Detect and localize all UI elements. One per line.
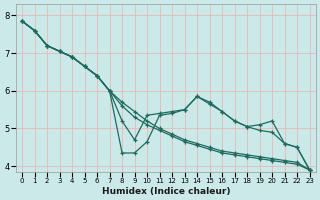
X-axis label: Humidex (Indice chaleur): Humidex (Indice chaleur) [101,187,230,196]
